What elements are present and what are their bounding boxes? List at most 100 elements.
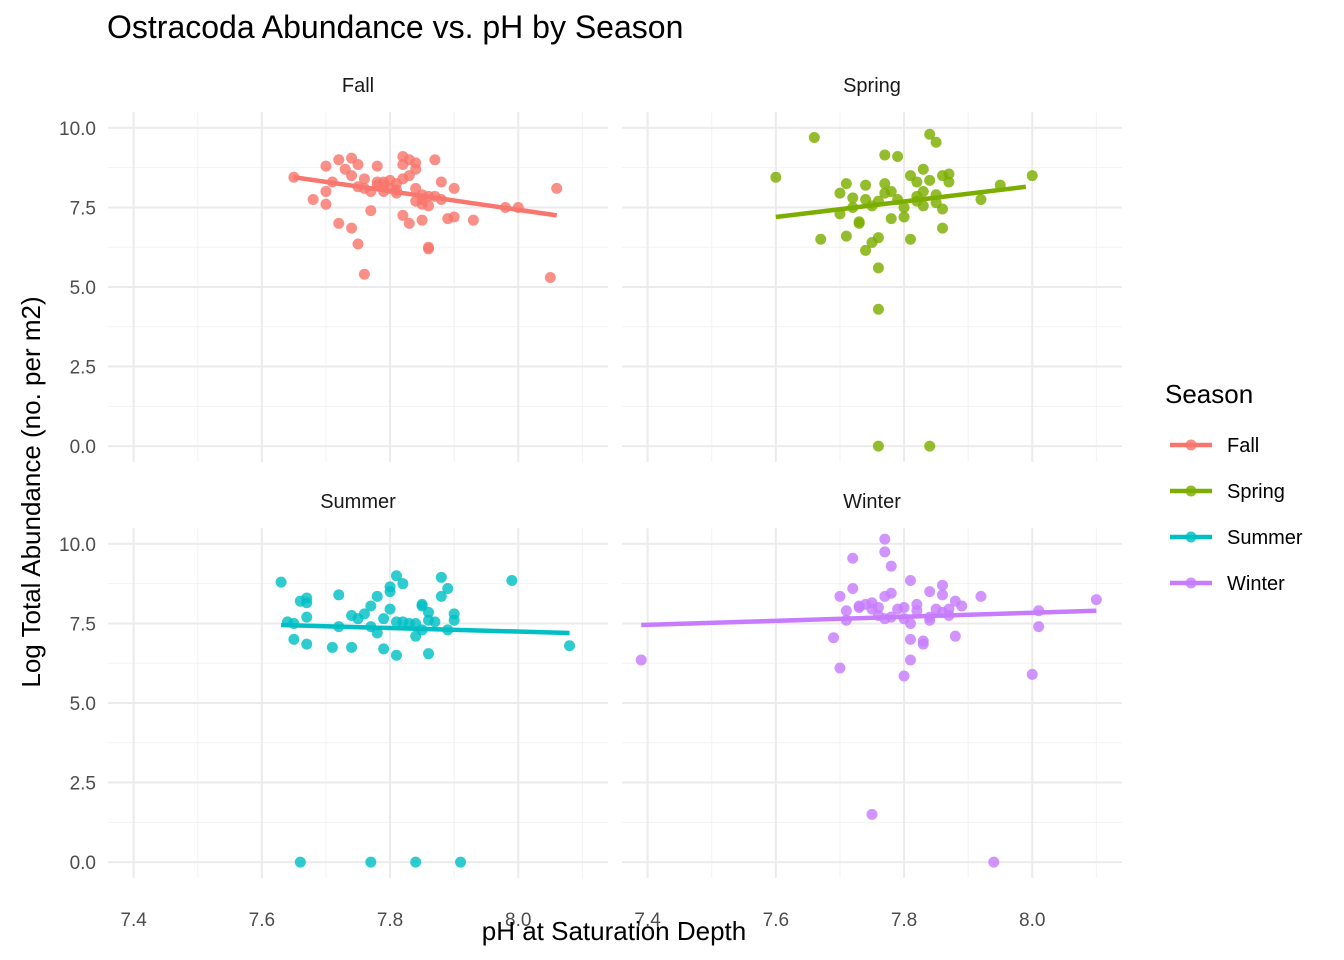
data-point-winter [937, 579, 949, 591]
data-point-summer [384, 603, 396, 615]
facet-panels: Fall 0.0 2.5 5.0 7.5 10.0 Spring Summer 0.0 2.5 5.… [59, 75, 1122, 931]
data-point-fall [423, 200, 435, 212]
data-point-summer [365, 600, 377, 612]
data-point-winter [924, 586, 936, 598]
data-point-spring [904, 233, 916, 245]
trend-line-spring [775, 184, 1027, 220]
data-point-winter [917, 635, 929, 647]
data-point-winter [975, 590, 987, 602]
data-point-winter [879, 533, 891, 545]
data-point-fall [423, 243, 435, 255]
y-axis-title: Log Total Abundance (no. per m2) [16, 296, 46, 687]
legend-item-summer: Summer [1170, 527, 1303, 549]
data-point-fall [371, 160, 383, 172]
data-point-fall [320, 160, 332, 172]
data-point-summer [365, 856, 377, 868]
data-point-summer [371, 590, 383, 602]
data-point-spring [898, 201, 910, 213]
data-point-winter [898, 670, 910, 682]
data-point-winter [904, 575, 916, 586]
legend-label: Fall [1227, 435, 1259, 457]
data-point-spring [840, 178, 852, 190]
data-point-winter [885, 587, 897, 599]
data-point-fall [397, 209, 409, 221]
data-point-spring [872, 440, 884, 452]
data-point-winter [904, 617, 916, 629]
data-point-fall [416, 214, 428, 226]
y-tick-label: 5.0 [70, 694, 96, 715]
legend-label: Summer [1227, 527, 1303, 549]
data-point-winter [911, 598, 923, 610]
data-point-summer [275, 576, 287, 588]
data-point-spring [834, 187, 846, 199]
data-point-summer [384, 586, 396, 598]
data-point-summer [378, 613, 390, 625]
data-point-fall [410, 163, 422, 175]
data-point-fall [307, 194, 319, 205]
data-point-fall [346, 170, 358, 182]
data-point-fall [333, 217, 345, 229]
data-point-winter [847, 552, 859, 564]
data-point-winter [879, 546, 891, 558]
data-point-summer [455, 856, 467, 868]
data-point-summer [378, 643, 390, 655]
data-point-fall [435, 176, 447, 188]
data-point-spring [860, 244, 872, 256]
data-point-summer [301, 597, 313, 609]
facet-strip-label: Summer [320, 491, 396, 513]
data-point-summer [371, 627, 383, 639]
legend-key-point [1185, 577, 1197, 589]
data-point-spring [924, 128, 936, 140]
data-point-summer [448, 614, 460, 626]
data-point-spring [879, 149, 891, 161]
data-point-fall [352, 159, 364, 170]
data-point-summer [429, 616, 441, 628]
data-point-fall [320, 186, 332, 198]
data-point-winter [956, 600, 968, 612]
legend-key-point [1185, 531, 1197, 543]
data-point-spring [872, 262, 884, 274]
legend-item-winter: Winter [1170, 573, 1285, 595]
data-point-summer [390, 649, 402, 661]
data-point-spring [892, 151, 904, 163]
facet-strip-label: Spring [843, 75, 901, 97]
data-point-winter [885, 560, 897, 572]
x-tick-label: 7.6 [763, 910, 789, 931]
data-point-spring [937, 222, 949, 234]
legend-item-fall: Fall [1170, 435, 1259, 457]
data-point-spring [911, 176, 923, 188]
data-point-summer [397, 578, 409, 590]
legend-item-spring: Spring [1170, 481, 1285, 503]
data-point-summer [301, 611, 313, 623]
x-tick-label: 8.0 [505, 910, 531, 931]
y-tick-label: 0.0 [70, 853, 96, 874]
y-tick-label: 7.5 [70, 614, 96, 635]
trend-line-fall [293, 175, 558, 218]
data-point-spring [815, 233, 827, 245]
data-point-spring [937, 203, 949, 215]
data-point-fall [365, 205, 377, 217]
facet-strip-label: Fall [342, 75, 374, 97]
data-point-fall [467, 214, 479, 226]
facet-panel-fall: Fall 0.0 2.5 5.0 7.5 10.0 [59, 75, 608, 462]
legend: Season Fall Spring Summer Winter [1165, 379, 1303, 595]
data-point-fall [448, 182, 460, 194]
data-point-summer [410, 856, 422, 868]
data-point-winter [1033, 621, 1045, 633]
data-point-winter [872, 602, 884, 614]
data-point-winter [898, 602, 910, 614]
data-point-spring [885, 186, 897, 198]
y-tick-label: 2.5 [70, 358, 96, 379]
x-axis-title: pH at Saturation Depth [482, 916, 747, 946]
data-point-winter [840, 605, 852, 617]
data-point-spring [917, 163, 929, 175]
y-tick-label: 2.5 [70, 774, 96, 795]
data-point-summer [346, 641, 358, 653]
facet-strip-label: Winter [843, 491, 901, 513]
data-point-spring [917, 186, 929, 198]
data-point-summer [358, 608, 370, 620]
data-point-winter [988, 856, 1000, 868]
legend-label: Spring [1227, 481, 1285, 503]
data-point-spring [1026, 170, 1038, 182]
facet-panel-winter: Winter 7.4 7.6 7.8 8.0 [622, 491, 1122, 931]
